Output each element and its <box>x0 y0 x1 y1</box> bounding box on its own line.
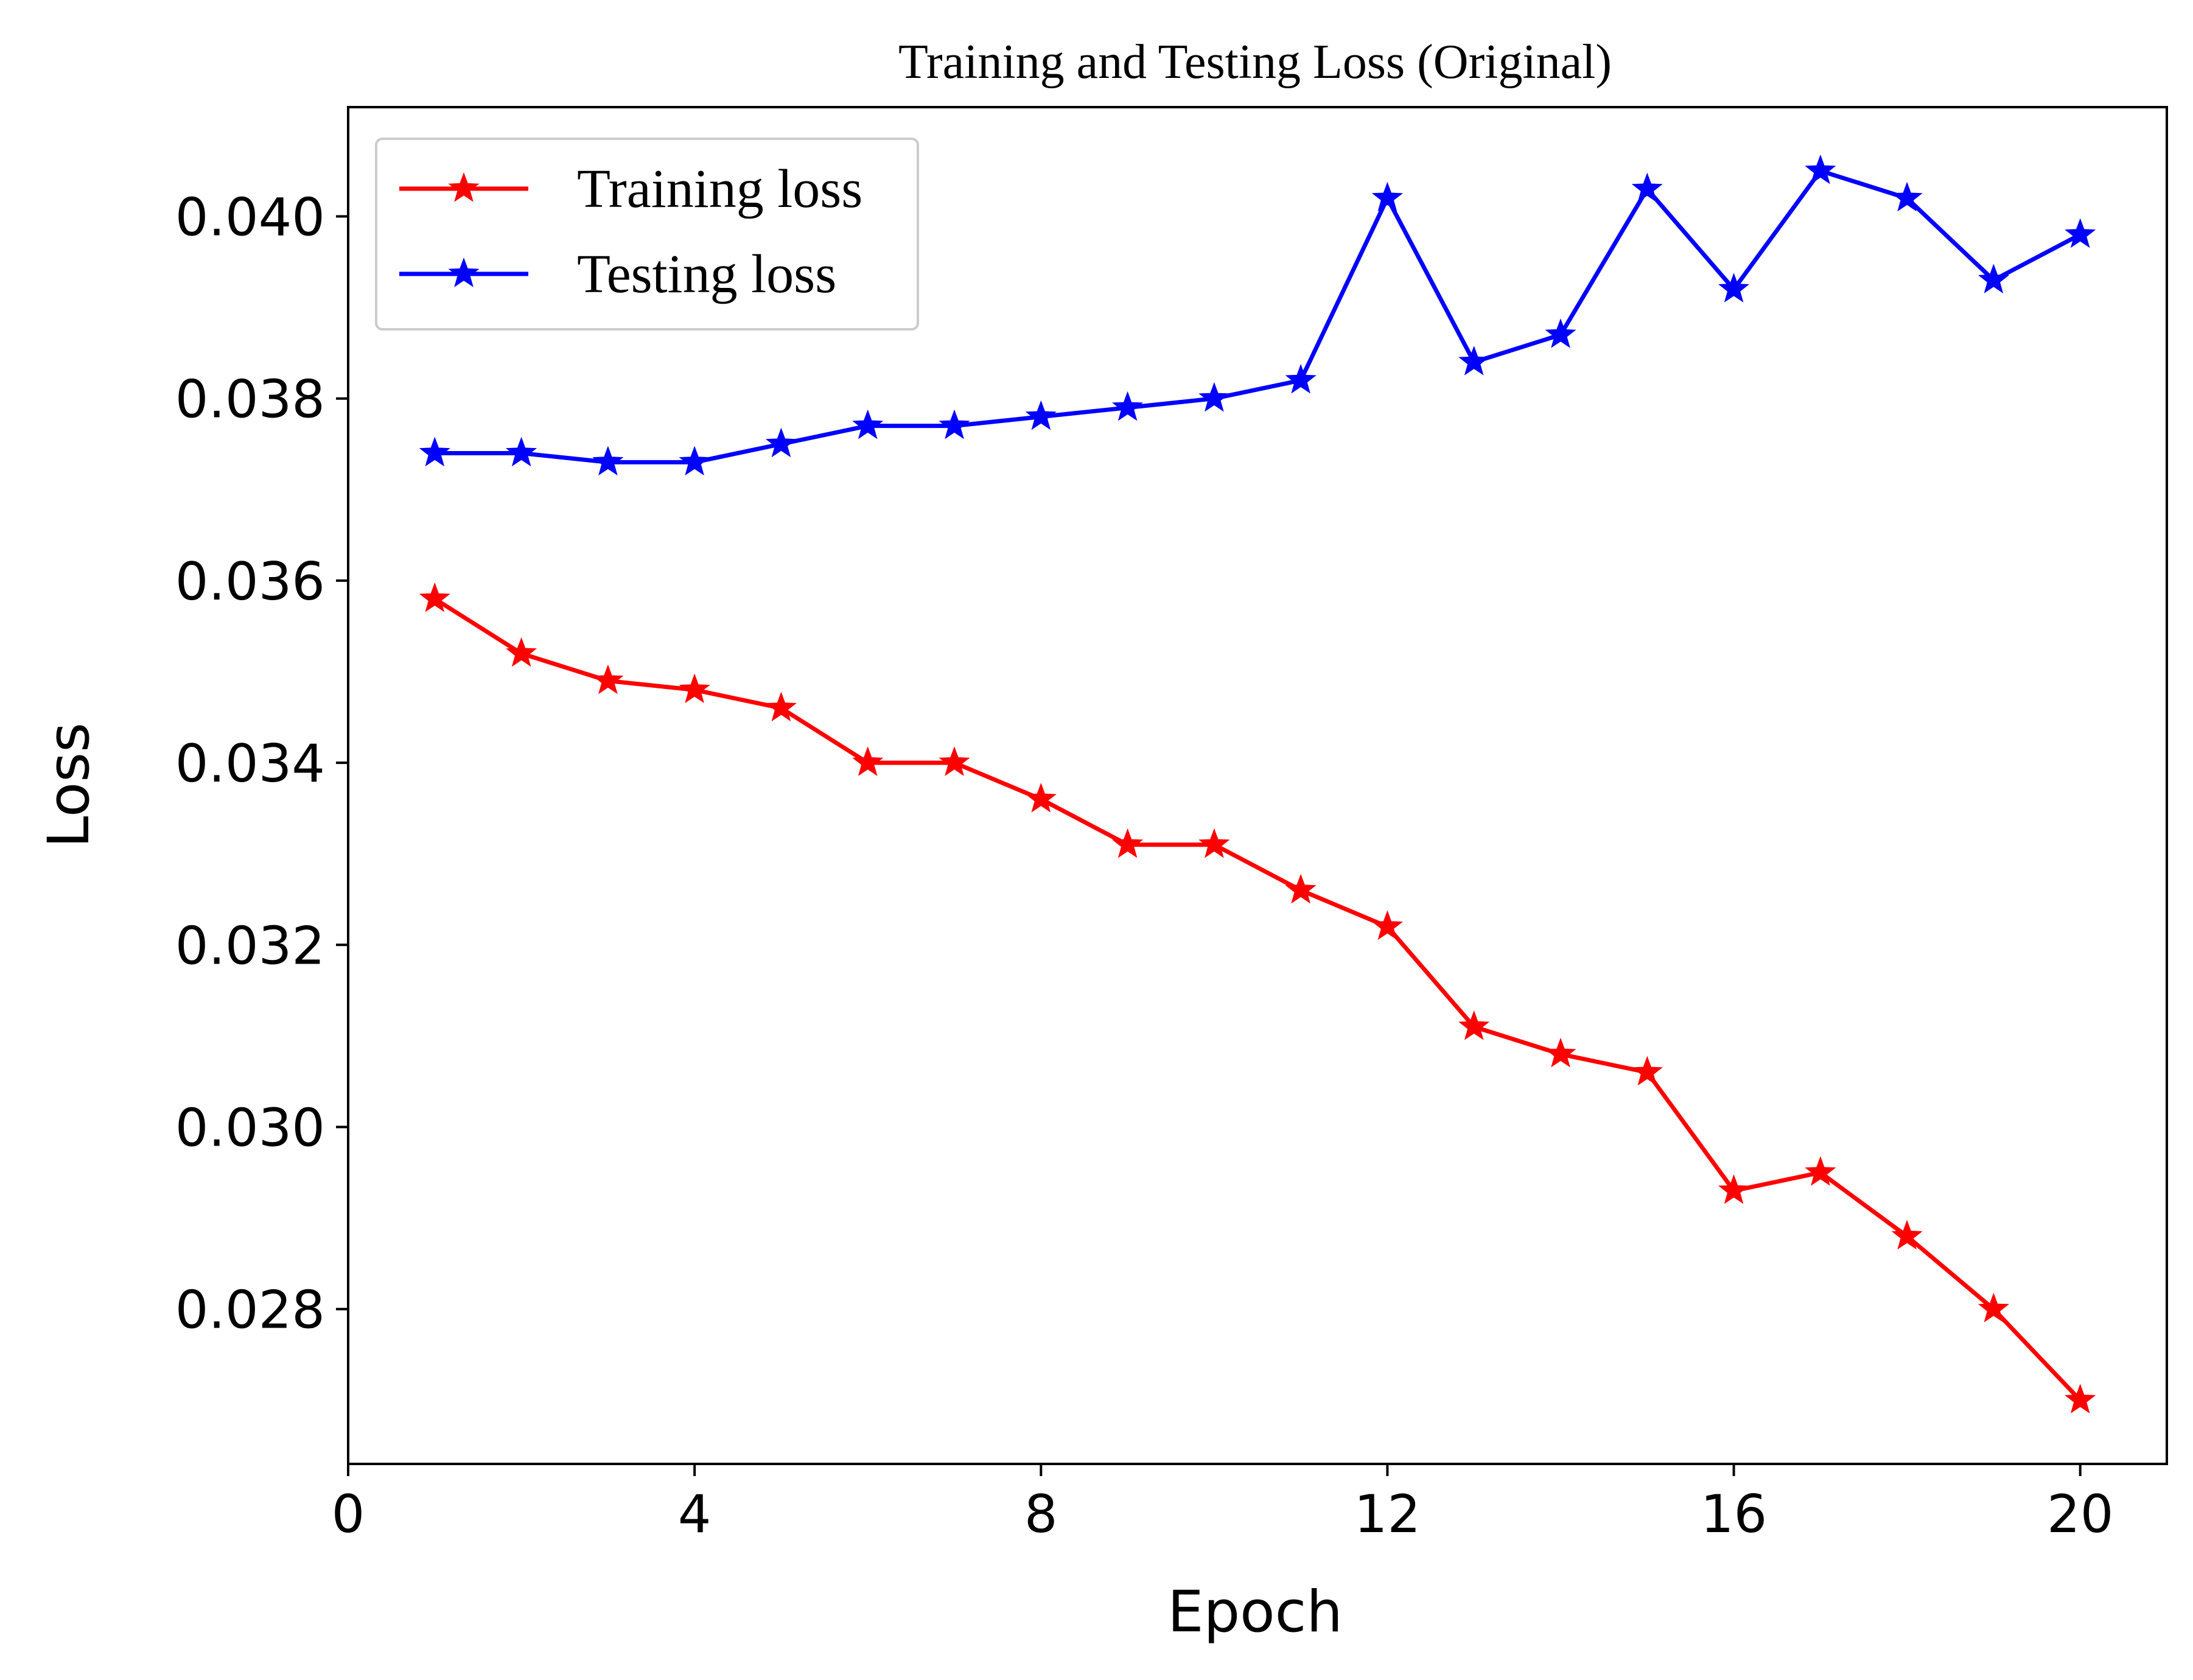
data-point-testing-loss <box>939 409 970 439</box>
data-point-testing-loss <box>1285 363 1317 394</box>
data-point-training-loss <box>1891 1220 1923 1250</box>
legend-label: Testing loss <box>577 244 836 304</box>
data-point-testing-loss <box>419 436 450 467</box>
data-point-testing-loss <box>505 436 537 467</box>
data-point-testing-loss <box>1111 391 1144 421</box>
legend-box <box>375 138 919 331</box>
data-point-training-loss <box>1025 783 1057 813</box>
data-point-testing-loss <box>679 446 710 476</box>
data-point-testing-loss <box>852 409 884 439</box>
data-point-training-loss <box>1285 873 1317 904</box>
x-tick-label: 12 <box>1354 1484 1421 1545</box>
x-tick-label: 16 <box>1701 1484 1767 1545</box>
data-point-testing-loss <box>1545 318 1576 348</box>
y-tick-label: 0.028 <box>175 1280 325 1341</box>
data-point-testing-loss <box>1891 181 1923 212</box>
data-point-training-loss <box>852 746 884 776</box>
legend-label: Training loss <box>577 159 862 219</box>
legend-marker-training-loss <box>448 172 480 202</box>
data-point-testing-loss <box>1371 181 1404 212</box>
x-tick-label: 20 <box>2047 1484 2113 1545</box>
data-point-training-loss <box>1545 1037 1576 1068</box>
y-tick-label: 0.038 <box>175 369 325 430</box>
legend-marker-testing-loss <box>448 257 480 287</box>
y-tick-label: 0.040 <box>175 187 325 248</box>
data-point-training-loss <box>1805 1156 1836 1186</box>
data-point-training-loss <box>505 637 537 667</box>
data-point-testing-loss <box>1718 273 1750 303</box>
data-point-testing-loss <box>1805 154 1836 184</box>
series-line-training-loss <box>433 597 2082 1402</box>
data-point-training-loss <box>1458 1010 1490 1040</box>
data-point-training-loss <box>765 691 797 722</box>
y-tick-label: 0.030 <box>175 1097 325 1158</box>
x-tick-label: 4 <box>678 1484 712 1545</box>
plot-area: 0 4 8 12 16 20 0.028 0.030 0.032 0.034 0.036 0.038 0… <box>175 106 2168 1545</box>
data-point-training-loss <box>1978 1292 2010 1323</box>
data-point-testing-loss <box>1458 346 1490 376</box>
chart-title: Training and Testing Loss (Original) <box>898 35 1612 89</box>
data-point-training-loss <box>1718 1174 1750 1204</box>
x-tick-label: 8 <box>1024 1484 1058 1545</box>
data-point-testing-loss <box>1025 400 1057 430</box>
data-point-training-loss <box>1198 828 1230 858</box>
y-axis-label: Loss <box>36 723 102 848</box>
data-point-training-loss <box>1631 1055 1663 1086</box>
x-tick-label: 0 <box>332 1484 365 1545</box>
data-point-testing-loss <box>1631 172 1663 203</box>
plot-frame <box>347 106 2168 1465</box>
data-point-training-loss <box>2065 1384 2096 1414</box>
series-line-testing-loss <box>435 169 2082 464</box>
data-point-testing-loss <box>1198 382 1230 412</box>
data-point-training-loss <box>592 664 624 695</box>
y-tick-label: 0.034 <box>175 733 325 794</box>
data-point-testing-loss <box>1978 264 2010 294</box>
x-axis-label: Epoch <box>1167 1579 1343 1645</box>
data-point-training-loss <box>679 673 710 704</box>
data-point-training-loss <box>939 746 970 776</box>
data-point-testing-loss <box>765 427 797 458</box>
data-point-training-loss <box>419 582 450 612</box>
data-point-testing-loss <box>592 446 624 476</box>
data-point-training-loss <box>1111 828 1144 858</box>
y-tick-label: 0.036 <box>175 551 325 612</box>
data-point-training-loss <box>1371 910 1404 940</box>
data-point-testing-loss <box>2065 218 2096 248</box>
y-tick-label: 0.032 <box>175 915 325 976</box>
